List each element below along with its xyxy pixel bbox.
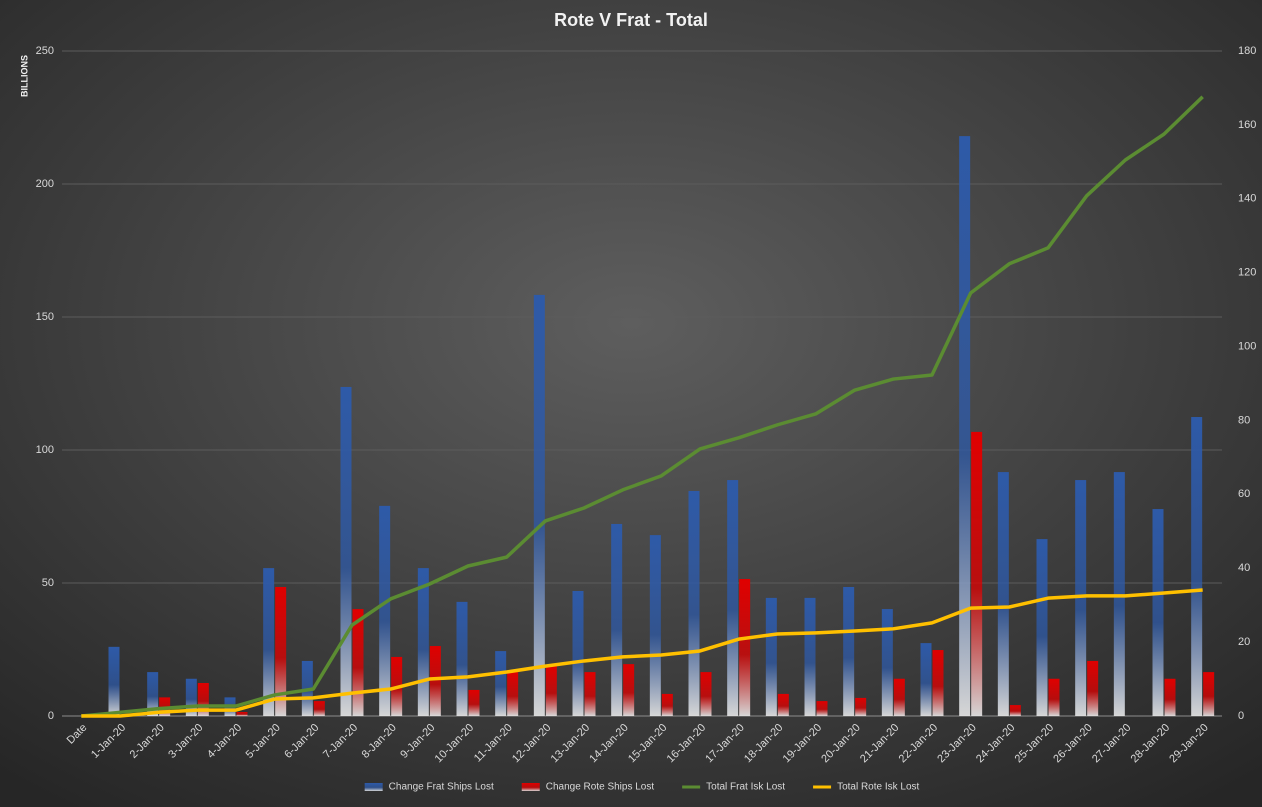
- y-tick-label: 100: [36, 444, 54, 456]
- bar: [197, 683, 209, 716]
- bar: [236, 712, 248, 716]
- bar: [1048, 678, 1060, 716]
- line: [81, 588, 1203, 718]
- bar: [997, 472, 1009, 716]
- y-tick-label: 0: [48, 710, 54, 722]
- legend-item: Change Frat Ships Lost: [364, 782, 494, 793]
- bar: [623, 664, 635, 716]
- bar: [584, 672, 596, 716]
- bar: [1164, 678, 1176, 716]
- legend-label: Total Frat Isk Lost: [706, 782, 785, 793]
- bar: [1075, 480, 1087, 716]
- bar: [379, 505, 391, 716]
- y-axis-label: BILLIONS: [19, 55, 29, 97]
- legend: Change Frat Ships Lost Change Rote Ships …: [364, 782, 920, 793]
- bar: [804, 597, 816, 716]
- y2-tick-label: 120: [1238, 267, 1256, 279]
- y2-tick-label: 60: [1238, 488, 1250, 500]
- legend-item: Total Rote Isk Lost: [813, 782, 920, 793]
- bar: [688, 490, 700, 716]
- bar: [893, 678, 905, 716]
- bar: [417, 568, 429, 716]
- bar: [572, 590, 584, 716]
- bar: [920, 643, 932, 716]
- y2-tick-label: 140: [1238, 193, 1256, 205]
- legend-label: Change Frat Ships Lost: [389, 782, 494, 793]
- line: [81, 95, 1204, 718]
- bar: [468, 689, 480, 716]
- bar: [959, 136, 971, 716]
- bar: [352, 609, 364, 716]
- bar: [429, 646, 441, 716]
- bar: [507, 672, 519, 716]
- bar: [456, 601, 468, 716]
- bar: [727, 480, 739, 716]
- bar: [777, 693, 789, 716]
- y2-tick-label: 160: [1238, 119, 1256, 131]
- bar: [971, 431, 983, 716]
- y2-tick-label: 100: [1238, 340, 1256, 352]
- bar: [545, 665, 557, 716]
- bar: [611, 523, 623, 716]
- y2-tick-label: 0: [1238, 710, 1244, 722]
- bar: [340, 386, 352, 716]
- bar: [700, 672, 712, 716]
- bar: [1203, 672, 1215, 716]
- bar: [1113, 472, 1125, 716]
- y2-tick-label: 80: [1238, 414, 1250, 426]
- bar: [881, 609, 893, 716]
- y-tick-label: 250: [36, 45, 54, 57]
- chart-title: Rote V Frat - Total: [554, 10, 708, 30]
- bar: [1009, 705, 1021, 716]
- bar: [185, 678, 197, 716]
- bar: [649, 535, 661, 716]
- bar: [855, 697, 867, 716]
- legend-item: Change Rote Ships Lost: [521, 782, 655, 793]
- bar: [275, 586, 287, 716]
- bar: [932, 650, 944, 716]
- legend-swatch: [521, 783, 540, 791]
- bar: [739, 579, 751, 716]
- legend-label: Change Rote Ships Lost: [546, 782, 655, 793]
- bar: [1087, 660, 1099, 716]
- bar: [263, 568, 275, 716]
- y-tick-label: 50: [42, 577, 54, 589]
- y-tick-label: 200: [36, 178, 54, 190]
- bar: [816, 701, 828, 716]
- y2-tick-label: 40: [1238, 562, 1250, 574]
- bar: [313, 701, 325, 716]
- bar: [147, 672, 159, 716]
- bar: [1152, 509, 1164, 716]
- bar: [1036, 539, 1048, 716]
- bar: [108, 646, 120, 716]
- y-tick-label: 150: [36, 311, 54, 323]
- legend-label: Total Rote Isk Lost: [837, 782, 919, 793]
- bar: [495, 651, 507, 716]
- bar: [1191, 417, 1203, 716]
- bar: [765, 597, 777, 716]
- bar: [533, 294, 545, 716]
- y2-tick-label: 20: [1238, 636, 1250, 648]
- bar: [661, 693, 673, 716]
- y2-tick-label: 180: [1238, 45, 1256, 57]
- legend-swatch: [364, 783, 383, 791]
- bar: [843, 586, 855, 716]
- legend-item: Total Frat Isk Lost: [682, 782, 785, 793]
